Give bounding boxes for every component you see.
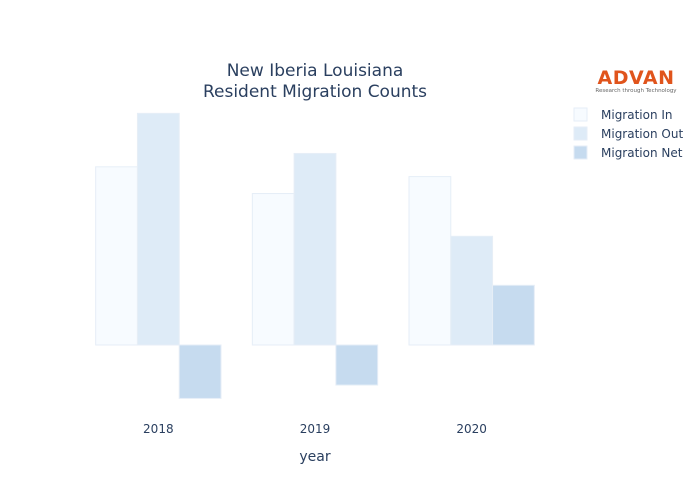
bar-migration-in-2020[interactable] [408,176,452,346]
bar-migration-out-2018[interactable] [136,112,180,346]
x-tick-labels: 2018 2019 2020 [143,422,487,436]
bar-migration-out-2019[interactable] [293,152,337,346]
legend-swatch-migration-net[interactable] [573,145,588,160]
x-tick-label-2020: 2020 [456,422,487,436]
legend-label-migration-in[interactable]: Migration In [601,108,673,122]
chart-legend[interactable]: Migration In Migration Out Migration Net [573,107,683,160]
logo-wordmark: ADVAN [598,67,675,89]
chart-title-line-1: New Iberia Louisiana [227,61,404,81]
x-tick-label-2018: 2018 [143,422,174,436]
bars-layer [95,112,535,399]
bar-migration-net-2020[interactable] [492,284,535,346]
bar-migration-net-2019[interactable] [335,344,379,386]
advan-logo: ADVAN Research through Technology [595,67,677,94]
logo-tagline: Research through Technology [595,88,677,94]
bar-migration-in-2019[interactable] [251,193,295,346]
legend-label-migration-net[interactable]: Migration Net [601,146,683,160]
x-axis-title: year [299,449,330,465]
x-tick-label-2019: 2019 [300,422,331,436]
chart-title-line-2: Resident Migration Counts [203,82,427,102]
bar-migration-in-2018[interactable] [95,166,138,346]
bar-migration-out-2020[interactable] [450,235,494,346]
legend-swatch-migration-in[interactable] [573,107,588,122]
bar-migration-net-2018[interactable] [178,344,222,399]
legend-label-migration-out[interactable]: Migration Out [601,127,683,141]
legend-swatch-migration-out[interactable] [573,126,588,141]
